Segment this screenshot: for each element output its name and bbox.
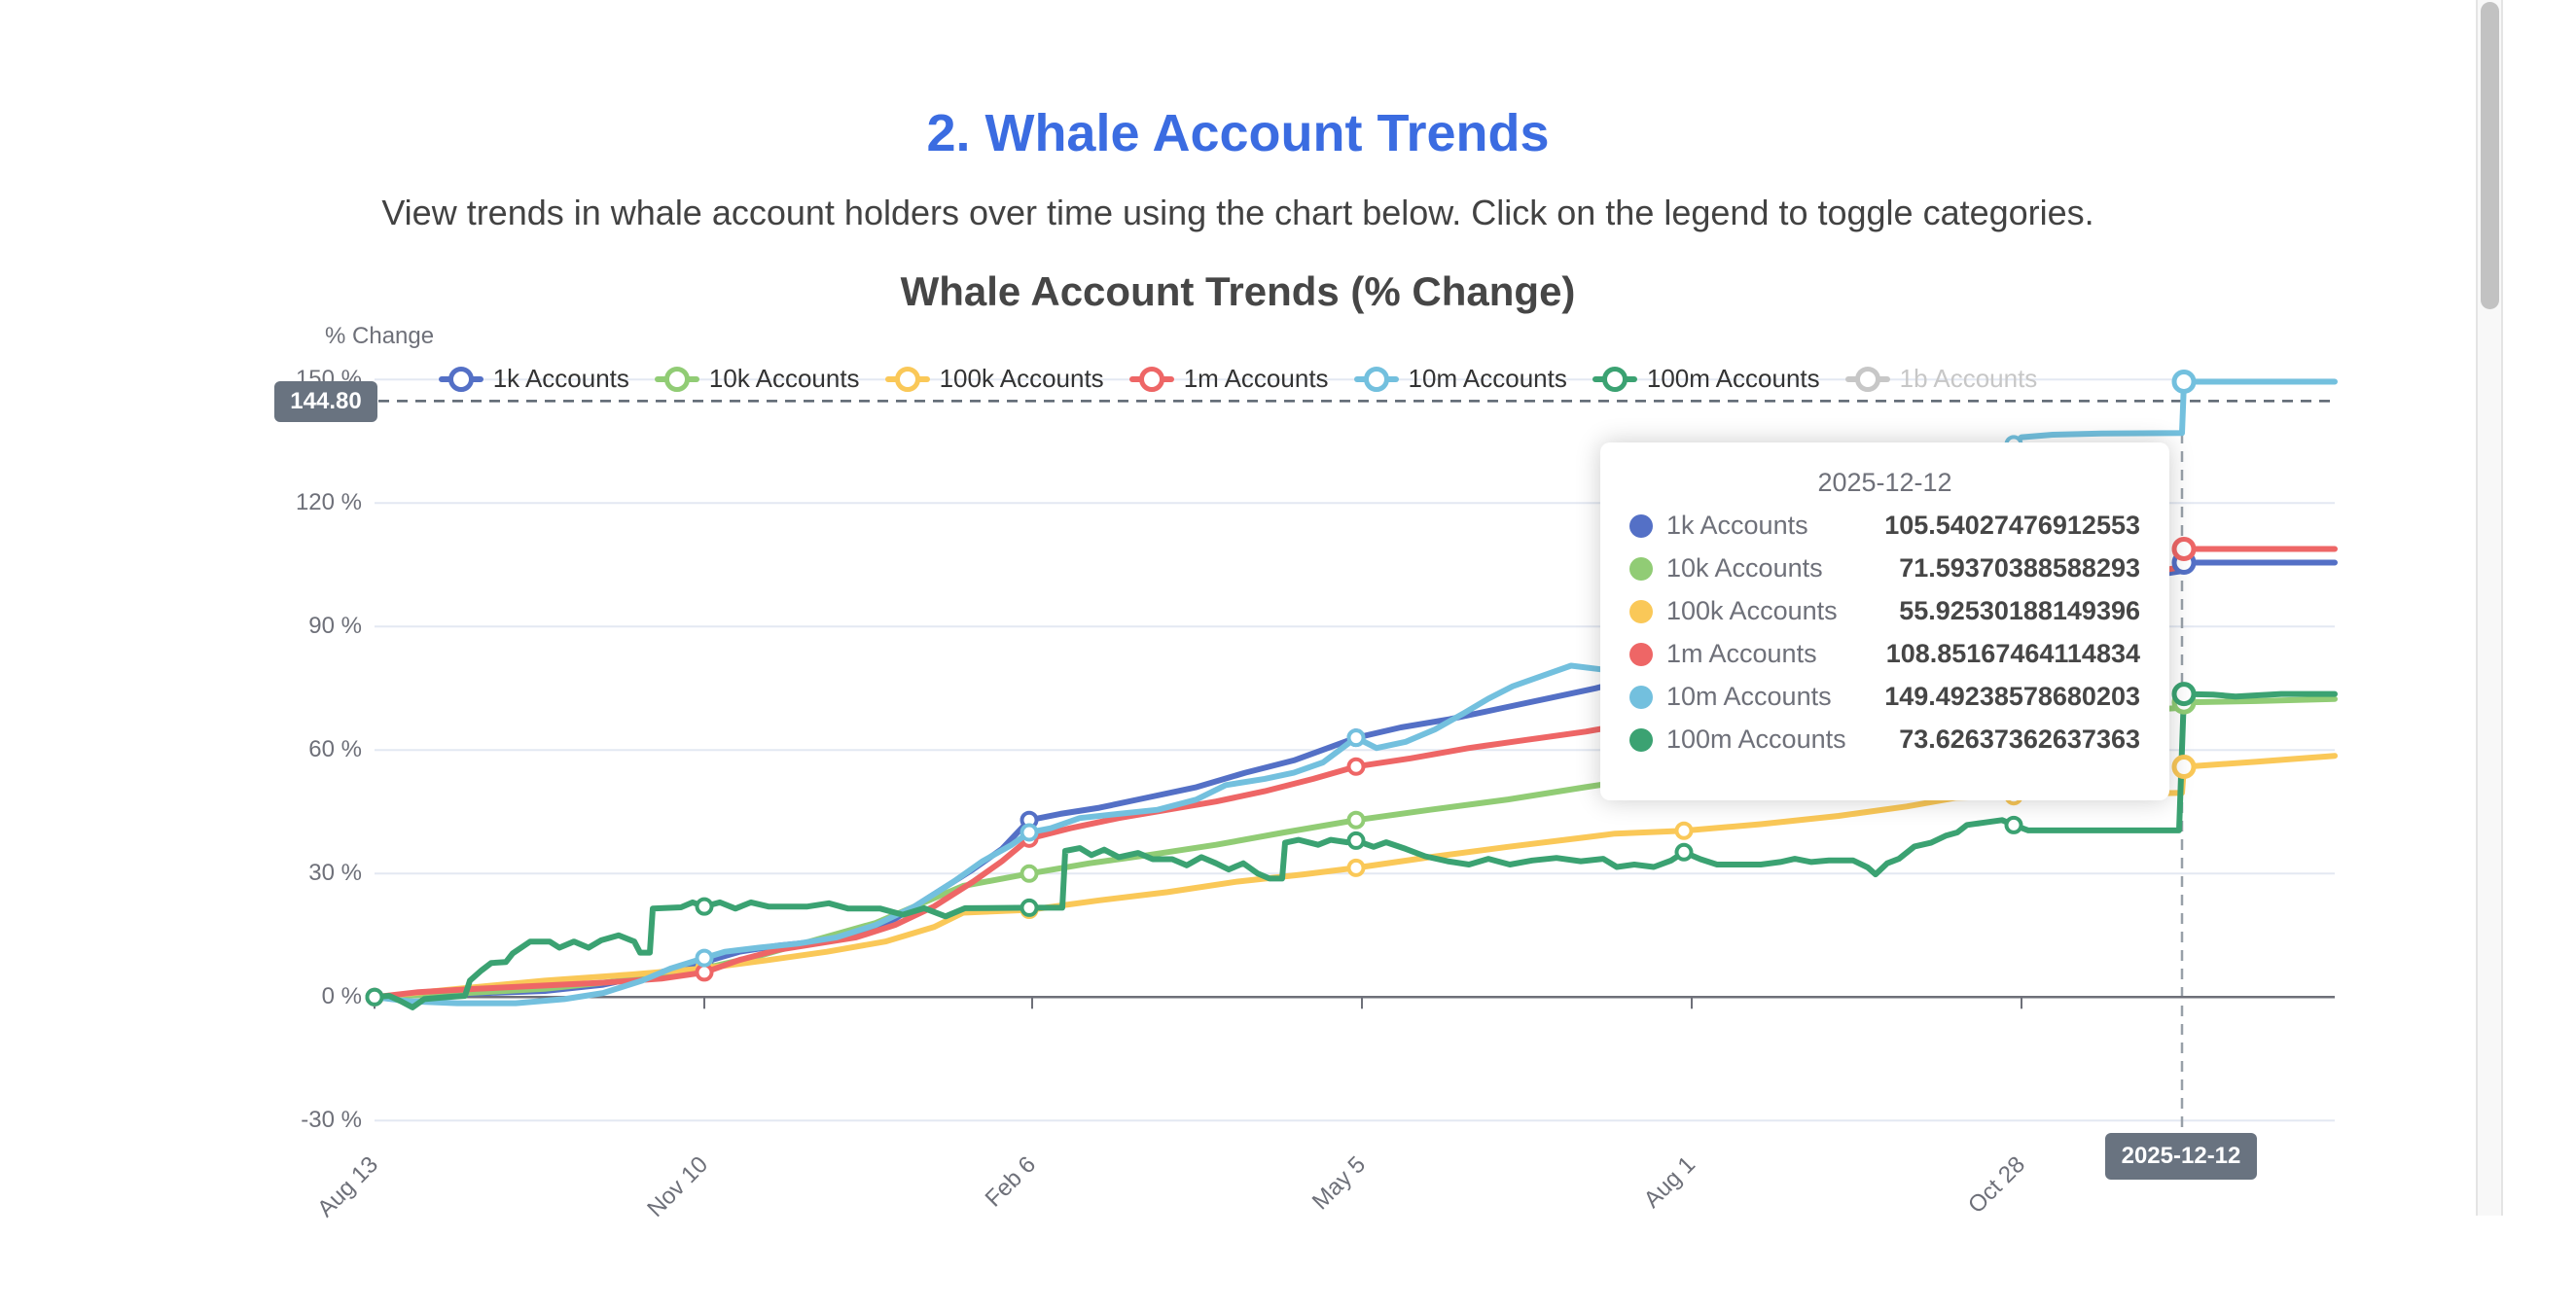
tooltip-series-label: 100m Accounts — [1666, 725, 1846, 754]
series-color-dot-icon — [1629, 642, 1653, 666]
legend-ring-icon — [1601, 366, 1628, 392]
y-axis-name: % Change — [325, 323, 435, 349]
legend-label: 100k Accounts — [939, 364, 1104, 393]
tooltip-series-label: 1k Accounts — [1666, 511, 1808, 540]
legend-label: 1m Accounts — [1183, 364, 1329, 393]
legend-item-10m-accounts[interactable]: 10m Accounts — [1353, 364, 1567, 394]
tooltip-row: 100k Accounts 55.92530188149396 — [1629, 596, 2140, 626]
legend-line-icon — [884, 366, 930, 392]
highlighted-point-marker — [2171, 369, 2197, 394]
tooltip-series-value: 149.49238578680203 — [1884, 682, 2140, 711]
tooltip-series-value: 55.92530188149396 — [1899, 596, 2140, 625]
legend-label: 10m Accounts — [1408, 364, 1567, 393]
tooltip-series-label: 10m Accounts — [1666, 682, 1832, 711]
tooltip-row: 1k Accounts 105.54027476912553 — [1629, 511, 2140, 541]
legend-item-1m-accounts[interactable]: 1m Accounts — [1128, 364, 1329, 394]
tooltip-row: 10m Accounts 149.49238578680203 — [1629, 682, 2140, 712]
tooltip-row: 1m Accounts 108.85167464114834 — [1629, 639, 2140, 669]
tooltip-row: 100m Accounts 73.62637362637363 — [1629, 725, 2140, 755]
legend-label: 10k Accounts — [708, 364, 860, 393]
tooltip-series-label: 10k Accounts — [1666, 553, 1823, 583]
series-line-100m-accounts — [372, 690, 2338, 1010]
legend-label: 100m Accounts — [1646, 364, 1820, 393]
series-point-marker — [695, 948, 714, 968]
series-point-marker — [1346, 757, 1366, 776]
series-point-marker — [2004, 815, 2023, 834]
line-chart-plot[interactable] — [0, 0, 2576, 1216]
legend-ring-icon — [663, 366, 690, 392]
legend-ring-icon — [1363, 366, 1389, 392]
chart-tooltip: 2025-12-12 1k Accounts 105.54027476912553… — [1600, 442, 2169, 800]
tooltip-date: 2025-12-12 — [1817, 468, 1952, 497]
scrollbar-thumb[interactable] — [2481, 2, 2499, 309]
tooltip-series-label: 1m Accounts — [1666, 639, 1817, 668]
series-point-marker — [365, 987, 384, 1007]
series-point-marker — [1020, 898, 1039, 917]
legend-ring-icon — [894, 366, 920, 392]
series-color-dot-icon — [1629, 685, 1653, 709]
tooltip-row: 10k Accounts 71.59370388588293 — [1629, 553, 2140, 583]
legend-line-icon — [654, 366, 699, 392]
legend-item-100k-accounts[interactable]: 100k Accounts — [884, 364, 1104, 394]
y-axis-pointer-badge: 144.80 — [274, 381, 377, 422]
series-point-marker — [1674, 842, 1694, 862]
legend-line-icon — [1353, 366, 1399, 392]
series-color-dot-icon — [1629, 599, 1653, 623]
series-point-marker — [1674, 821, 1694, 840]
highlighted-point-marker — [2171, 682, 2197, 707]
series-point-marker — [1020, 823, 1039, 842]
chart-title: Whale Account Trends (% Change) — [900, 268, 1576, 314]
series-point-marker — [1346, 858, 1366, 877]
series-color-dot-icon — [1629, 727, 1653, 752]
y-axis-tick-label: 120 % — [295, 489, 362, 516]
series-point-marker — [695, 897, 714, 916]
legend-line-icon — [1592, 366, 1637, 392]
legend-label: 1k Accounts — [492, 364, 629, 393]
legend-item-10k-accounts[interactable]: 10k Accounts — [654, 364, 860, 394]
series-point-marker — [1346, 831, 1366, 850]
y-axis-tick-label: 90 % — [308, 613, 362, 640]
legend-item-1k-accounts[interactable]: 1k Accounts — [438, 364, 629, 394]
legend-line-icon — [1128, 366, 1174, 392]
series-color-dot-icon — [1629, 513, 1653, 538]
page-subtitle: View trends in whale account holders ove… — [381, 193, 2094, 232]
tooltip-series-label: 100k Accounts — [1666, 596, 1838, 625]
legend-item-100m-accounts[interactable]: 100m Accounts — [1592, 364, 1820, 394]
highlighted-point-marker — [2171, 755, 2197, 780]
chart-legend: 1k Accounts 10k Accounts 100k Accounts 1m A… — [0, 364, 2476, 394]
tooltip-series-value: 105.54027476912553 — [1884, 511, 2140, 540]
series-point-marker — [1346, 810, 1366, 830]
tooltip-series-value: 73.62637362637363 — [1899, 725, 2140, 754]
y-axis-tick-label: 30 % — [308, 860, 362, 887]
page-title: 2. Whale Account Trends — [926, 104, 1550, 162]
legend-item-1b-accounts[interactable]: 1b Accounts — [1844, 364, 2038, 394]
legend-ring-icon — [447, 366, 474, 392]
series-point-marker — [1346, 728, 1366, 748]
y-axis-tick-label: -30 % — [301, 1107, 362, 1134]
series-color-dot-icon — [1629, 556, 1653, 581]
legend-ring-icon — [1138, 366, 1164, 392]
y-axis-tick-label: 60 % — [308, 736, 362, 763]
x-axis-pointer-badge: 2025-12-12 — [2105, 1133, 2257, 1180]
legend-line-icon — [438, 366, 483, 392]
legend-ring-icon — [1854, 366, 1880, 392]
legend-line-icon — [1844, 366, 1890, 392]
legend-label: 1b Accounts — [1899, 364, 2038, 393]
y-axis-tick-label: 0 % — [321, 983, 362, 1010]
tooltip-series-value: 71.59370388588293 — [1899, 553, 2140, 583]
tooltip-series-value: 108.85167464114834 — [1885, 639, 2140, 668]
highlighted-point-marker — [2171, 536, 2197, 561]
series-point-marker — [1020, 864, 1039, 883]
series-point-marker — [695, 963, 714, 982]
